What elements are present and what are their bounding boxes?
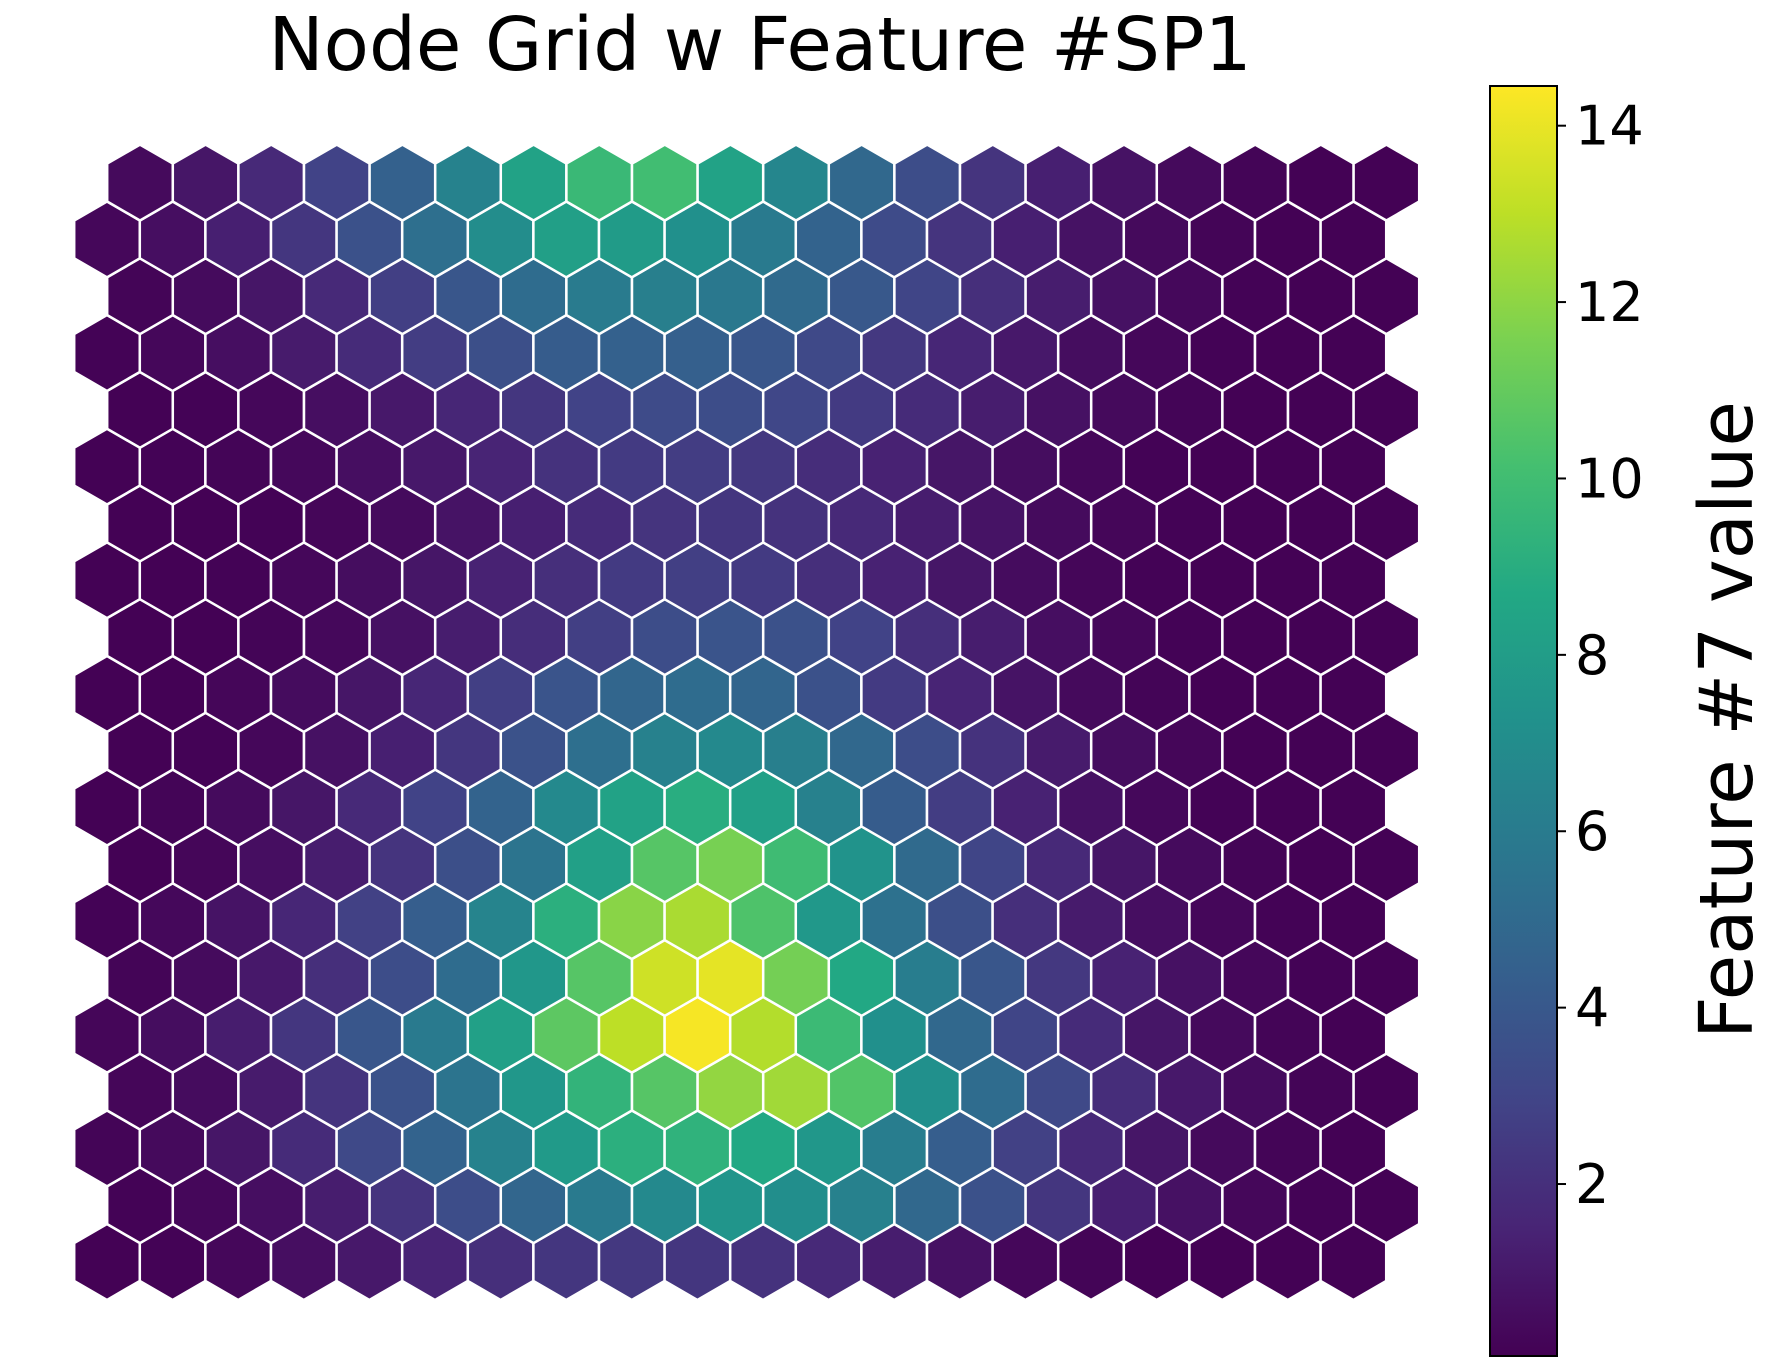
colorbar-tick-label: 10: [1575, 447, 1644, 510]
colorbar-label: Feature #7 value: [1684, 401, 1770, 1039]
colorbar-tick-label: 14: [1575, 95, 1644, 158]
chart-title: Node Grid w Feature #SP1: [268, 2, 1252, 88]
hex-node-r19-c19: [1352, 143, 1421, 222]
colorbar-tick-label: 4: [1575, 977, 1609, 1040]
colorbar-tick-label: 6: [1575, 800, 1609, 863]
colorbar-tick-label: 8: [1575, 624, 1609, 687]
colorbar-tick-label: 12: [1575, 271, 1644, 334]
colorbar-gradient: [1489, 85, 1558, 1357]
colorbar-ticks: 2 4 6 8 10 12 14: [1557, 95, 1644, 1216]
colorbar-tick-label: 2: [1575, 1153, 1609, 1216]
